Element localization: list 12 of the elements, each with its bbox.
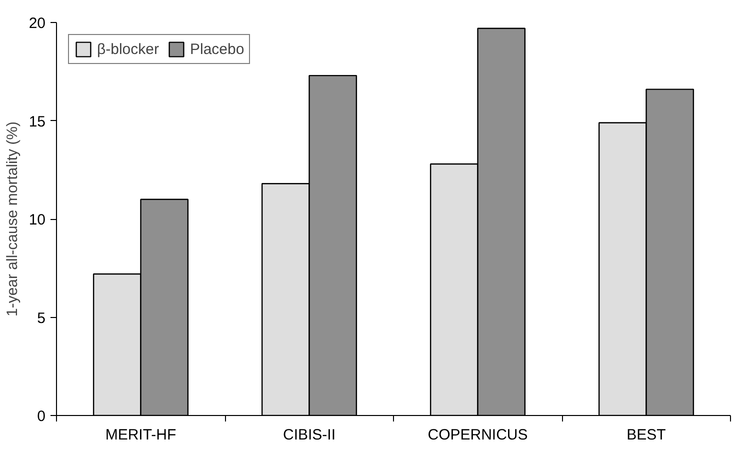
y-axis-title: 1-year all-cause mortality (%) [4,121,21,317]
y-tick-label: 5 [37,310,46,327]
legend-label: Placebo [190,40,244,58]
y-tick-label: 15 [28,113,46,130]
y-tick-label: 0 [37,408,46,425]
y-tick-label: 10 [28,212,46,228]
y-tick-label: 20 [28,15,46,32]
legend-label: β-blocker [97,40,159,58]
x-tick-label: BEST [626,426,666,444]
x-tick-label: COPERNICUS [428,426,528,444]
x-tick-label: CIBIS-II [282,426,336,444]
x-tick-label: MERIT-HF [105,426,176,444]
